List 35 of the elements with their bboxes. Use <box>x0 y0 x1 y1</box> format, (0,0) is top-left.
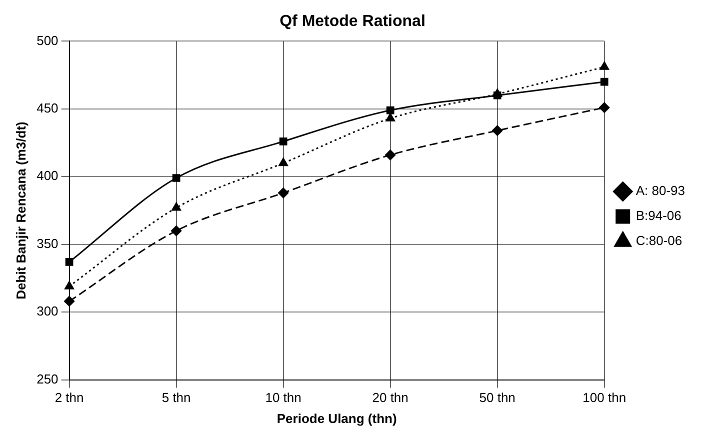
point <box>171 226 182 236</box>
x-axis-title: Periode Ulang (thn) <box>276 410 397 426</box>
point <box>386 106 394 114</box>
y-axis-title: Debit Banjir Rencana (m3/dt) <box>13 122 28 300</box>
point <box>172 202 181 211</box>
point <box>492 125 503 136</box>
x-tick-label: 2 thn <box>54 390 84 406</box>
y-tick-label: 250 <box>36 371 58 386</box>
point <box>278 188 289 198</box>
point <box>64 296 75 306</box>
y-tick-label: 300 <box>36 304 58 319</box>
point <box>599 102 610 113</box>
legend-label: B:94-06 <box>636 208 682 224</box>
point <box>279 137 288 146</box>
point <box>386 113 395 122</box>
y-tick-label: 400 <box>36 168 58 184</box>
x-tick-label: 5 thn <box>162 390 191 406</box>
point <box>600 78 608 86</box>
x-tick-label: 20 thn <box>372 390 408 406</box>
y-tick-label: 500 <box>36 32 58 48</box>
y-tick-label: 350 <box>36 236 58 251</box>
point <box>64 281 74 290</box>
point <box>65 258 74 266</box>
legend-label: A: 80-93 <box>636 183 686 198</box>
x-tick-label: 100 thn <box>582 390 626 406</box>
point <box>172 174 180 182</box>
y-tick-label: 450 <box>36 100 58 116</box>
point <box>278 158 288 166</box>
point <box>492 88 502 98</box>
point <box>385 150 396 160</box>
chart-title: Qf Metode Rational <box>280 13 426 30</box>
point <box>600 62 610 70</box>
legend-label: C:80-06 <box>636 233 682 248</box>
x-tick-label: 50 thn <box>479 390 516 406</box>
x-tick-label: 10 thn <box>265 390 302 406</box>
